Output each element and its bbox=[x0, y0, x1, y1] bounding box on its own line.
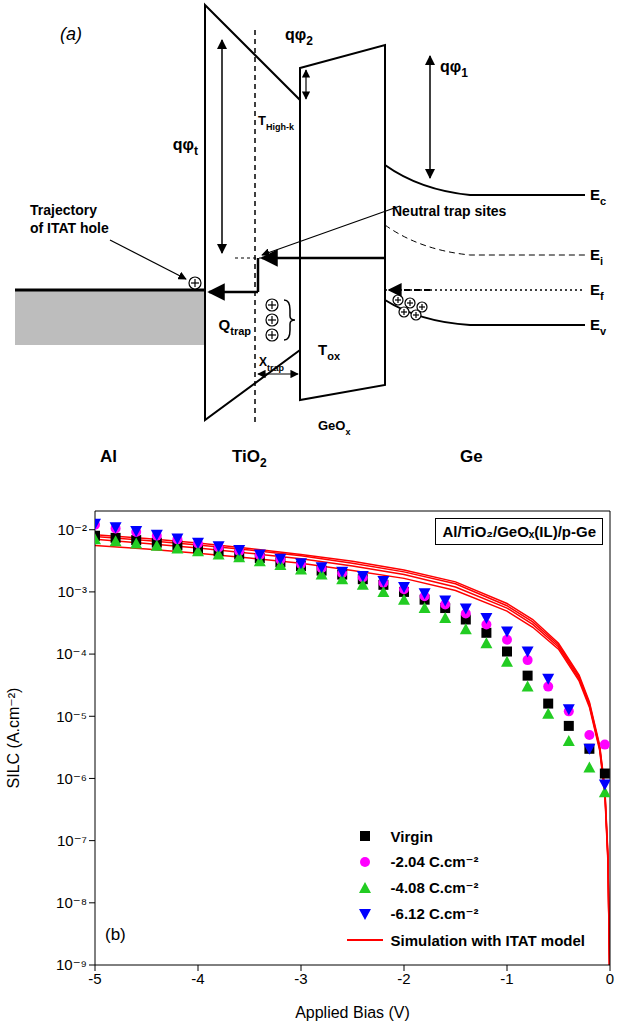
svg-text:10⁻⁹: 10⁻⁹ bbox=[56, 956, 87, 973]
svg-text:10⁻⁴: 10⁻⁴ bbox=[56, 645, 87, 662]
svg-text:SILC (A.cm⁻²): SILC (A.cm⁻²) bbox=[5, 688, 22, 789]
svg-text:Xtrap: Xtrap bbox=[259, 355, 285, 373]
svg-text:10⁻⁶: 10⁻⁶ bbox=[56, 770, 87, 787]
svg-text:Ei: Ei bbox=[590, 246, 603, 267]
svg-text:Ge: Ge bbox=[460, 447, 483, 466]
svg-text:GeOx: GeOx bbox=[318, 418, 350, 437]
html-text:-4.08 C.cm⁻²: -4.08 C.cm⁻² bbox=[390, 879, 479, 896]
svg-text:10⁻³: 10⁻³ bbox=[57, 583, 87, 600]
svg-text:10⁻²: 10⁻² bbox=[57, 521, 87, 538]
svg-text:Al: Al bbox=[100, 447, 117, 466]
svg-text:-1: -1 bbox=[500, 970, 513, 987]
svg-text:-4: -4 bbox=[191, 970, 204, 987]
svg-text:Neutral trap sites: Neutral trap sites bbox=[392, 203, 507, 219]
html-text:Simulation with ITAT model: Simulation with ITAT model bbox=[390, 931, 585, 949]
svg-text:10⁻⁷: 10⁻⁷ bbox=[57, 832, 87, 849]
svg-text:-3: -3 bbox=[294, 970, 307, 987]
svg-text:10⁻⁸: 10⁻⁸ bbox=[56, 894, 87, 911]
svg-text:10⁻⁵: 10⁻⁵ bbox=[56, 708, 87, 725]
svg-text:Qtrap: Qtrap bbox=[219, 316, 252, 337]
svg-text:-2: -2 bbox=[397, 970, 410, 987]
svg-text:(a): (a) bbox=[60, 24, 82, 44]
svg-text:Tox: Tox bbox=[318, 341, 341, 362]
html-text:Virgin: Virgin bbox=[390, 827, 433, 845]
html-text:Al/TiO₂/GeOₓ(IL)/p-Ge: Al/TiO₂/GeOₓ(IL)/p-Ge bbox=[442, 523, 596, 540]
svg-text:qφ1: qφ1 bbox=[440, 58, 468, 80]
svg-text:Ev: Ev bbox=[590, 316, 607, 337]
html-text:-6.12 C.cm⁻²: -6.12 C.cm⁻² bbox=[390, 905, 479, 922]
html-text:-2.04 C.cm⁻²: -2.04 C.cm⁻² bbox=[390, 853, 479, 870]
svg-text:qφ2: qφ2 bbox=[285, 26, 313, 48]
svg-text:Trajectoryof ITAT hole: Trajectoryof ITAT hole bbox=[30, 202, 109, 236]
svg-text:TiO2: TiO2 bbox=[232, 447, 267, 470]
svg-text:qφt: qφt bbox=[173, 136, 198, 158]
svg-text:Applied Bias (V): Applied Bias (V) bbox=[295, 1004, 410, 1021]
svg-text:-5: -5 bbox=[88, 970, 101, 987]
svg-text:Ef: Ef bbox=[590, 281, 604, 302]
svg-text:Ec: Ec bbox=[590, 186, 606, 207]
html-text:(b): (b) bbox=[105, 925, 126, 944]
svg-text:THigh-k: THigh-k bbox=[258, 113, 295, 132]
svg-text:0: 0 bbox=[606, 970, 614, 987]
